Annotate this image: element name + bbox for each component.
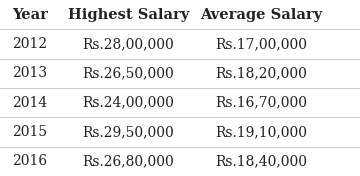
Text: Rs.26,80,000: Rs.26,80,000 — [83, 154, 174, 168]
Text: Rs.16,70,000: Rs.16,70,000 — [215, 96, 307, 110]
Text: 2015: 2015 — [12, 125, 48, 139]
Text: Highest Salary: Highest Salary — [68, 8, 189, 22]
Text: Rs.26,50,000: Rs.26,50,000 — [83, 66, 174, 80]
Text: Rs.19,10,000: Rs.19,10,000 — [215, 125, 307, 139]
Text: 2014: 2014 — [12, 96, 48, 110]
Text: 2013: 2013 — [12, 66, 48, 80]
Text: Rs.29,50,000: Rs.29,50,000 — [83, 125, 174, 139]
Text: 2012: 2012 — [12, 37, 48, 51]
Text: Year: Year — [12, 8, 48, 22]
Text: Rs.28,00,000: Rs.28,00,000 — [83, 37, 174, 51]
Text: Average Salary: Average Salary — [200, 8, 322, 22]
Text: Rs.18,20,000: Rs.18,20,000 — [215, 66, 307, 80]
Text: 2016: 2016 — [12, 154, 48, 168]
Text: Rs.17,00,000: Rs.17,00,000 — [215, 37, 307, 51]
Text: Rs.24,00,000: Rs.24,00,000 — [82, 96, 175, 110]
Text: Rs.18,40,000: Rs.18,40,000 — [215, 154, 307, 168]
